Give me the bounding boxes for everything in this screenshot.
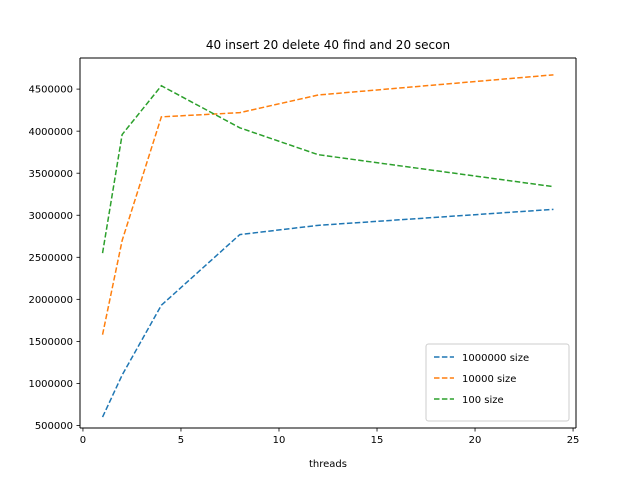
y-tick-label: 3000000: [28, 211, 73, 222]
x-tick-label: 10: [273, 435, 286, 446]
series-layer: [101, 74, 554, 418]
x-axis-ticks: 0 5 10 15 20 25: [80, 428, 580, 446]
series-line-1: [101, 208, 554, 418]
x-tick-label: 20: [469, 435, 482, 446]
y-tick-label: 500000: [35, 421, 73, 432]
y-tick-label: 1500000: [28, 337, 73, 348]
y-tick-label: 3500000: [28, 169, 73, 180]
y-tick-label: 2500000: [28, 253, 73, 264]
series-line-2: [101, 74, 554, 335]
legend-entry-2: 10000 size: [462, 374, 516, 385]
x-tick-label: 5: [178, 435, 184, 446]
legend-box: [425, 343, 570, 422]
y-tick-label: 1000000: [28, 379, 73, 390]
x-tick-label: 0: [80, 435, 86, 446]
plot-frame: [79, 57, 577, 429]
legend-entry-1: 1000000 size: [462, 353, 529, 364]
chart-title: 40 insert 20 delete 40 find and 20 secon: [206, 38, 450, 52]
y-tick-label: 4500000: [28, 85, 73, 96]
x-tick-label: 15: [371, 435, 384, 446]
legend: 1000000 size 10000 size 100 size: [425, 343, 570, 422]
x-tick-label: 25: [567, 435, 580, 446]
y-tick-label: 4000000: [28, 127, 73, 138]
y-axis-ticks: 500000 1000000 1500000 2000000 2500000 300000…: [28, 85, 80, 432]
x-axis-label: threads: [309, 459, 347, 470]
series-line-3: [101, 84, 554, 254]
y-tick-label: 2000000: [28, 295, 73, 306]
legend-entry-3: 100 size: [462, 395, 504, 406]
